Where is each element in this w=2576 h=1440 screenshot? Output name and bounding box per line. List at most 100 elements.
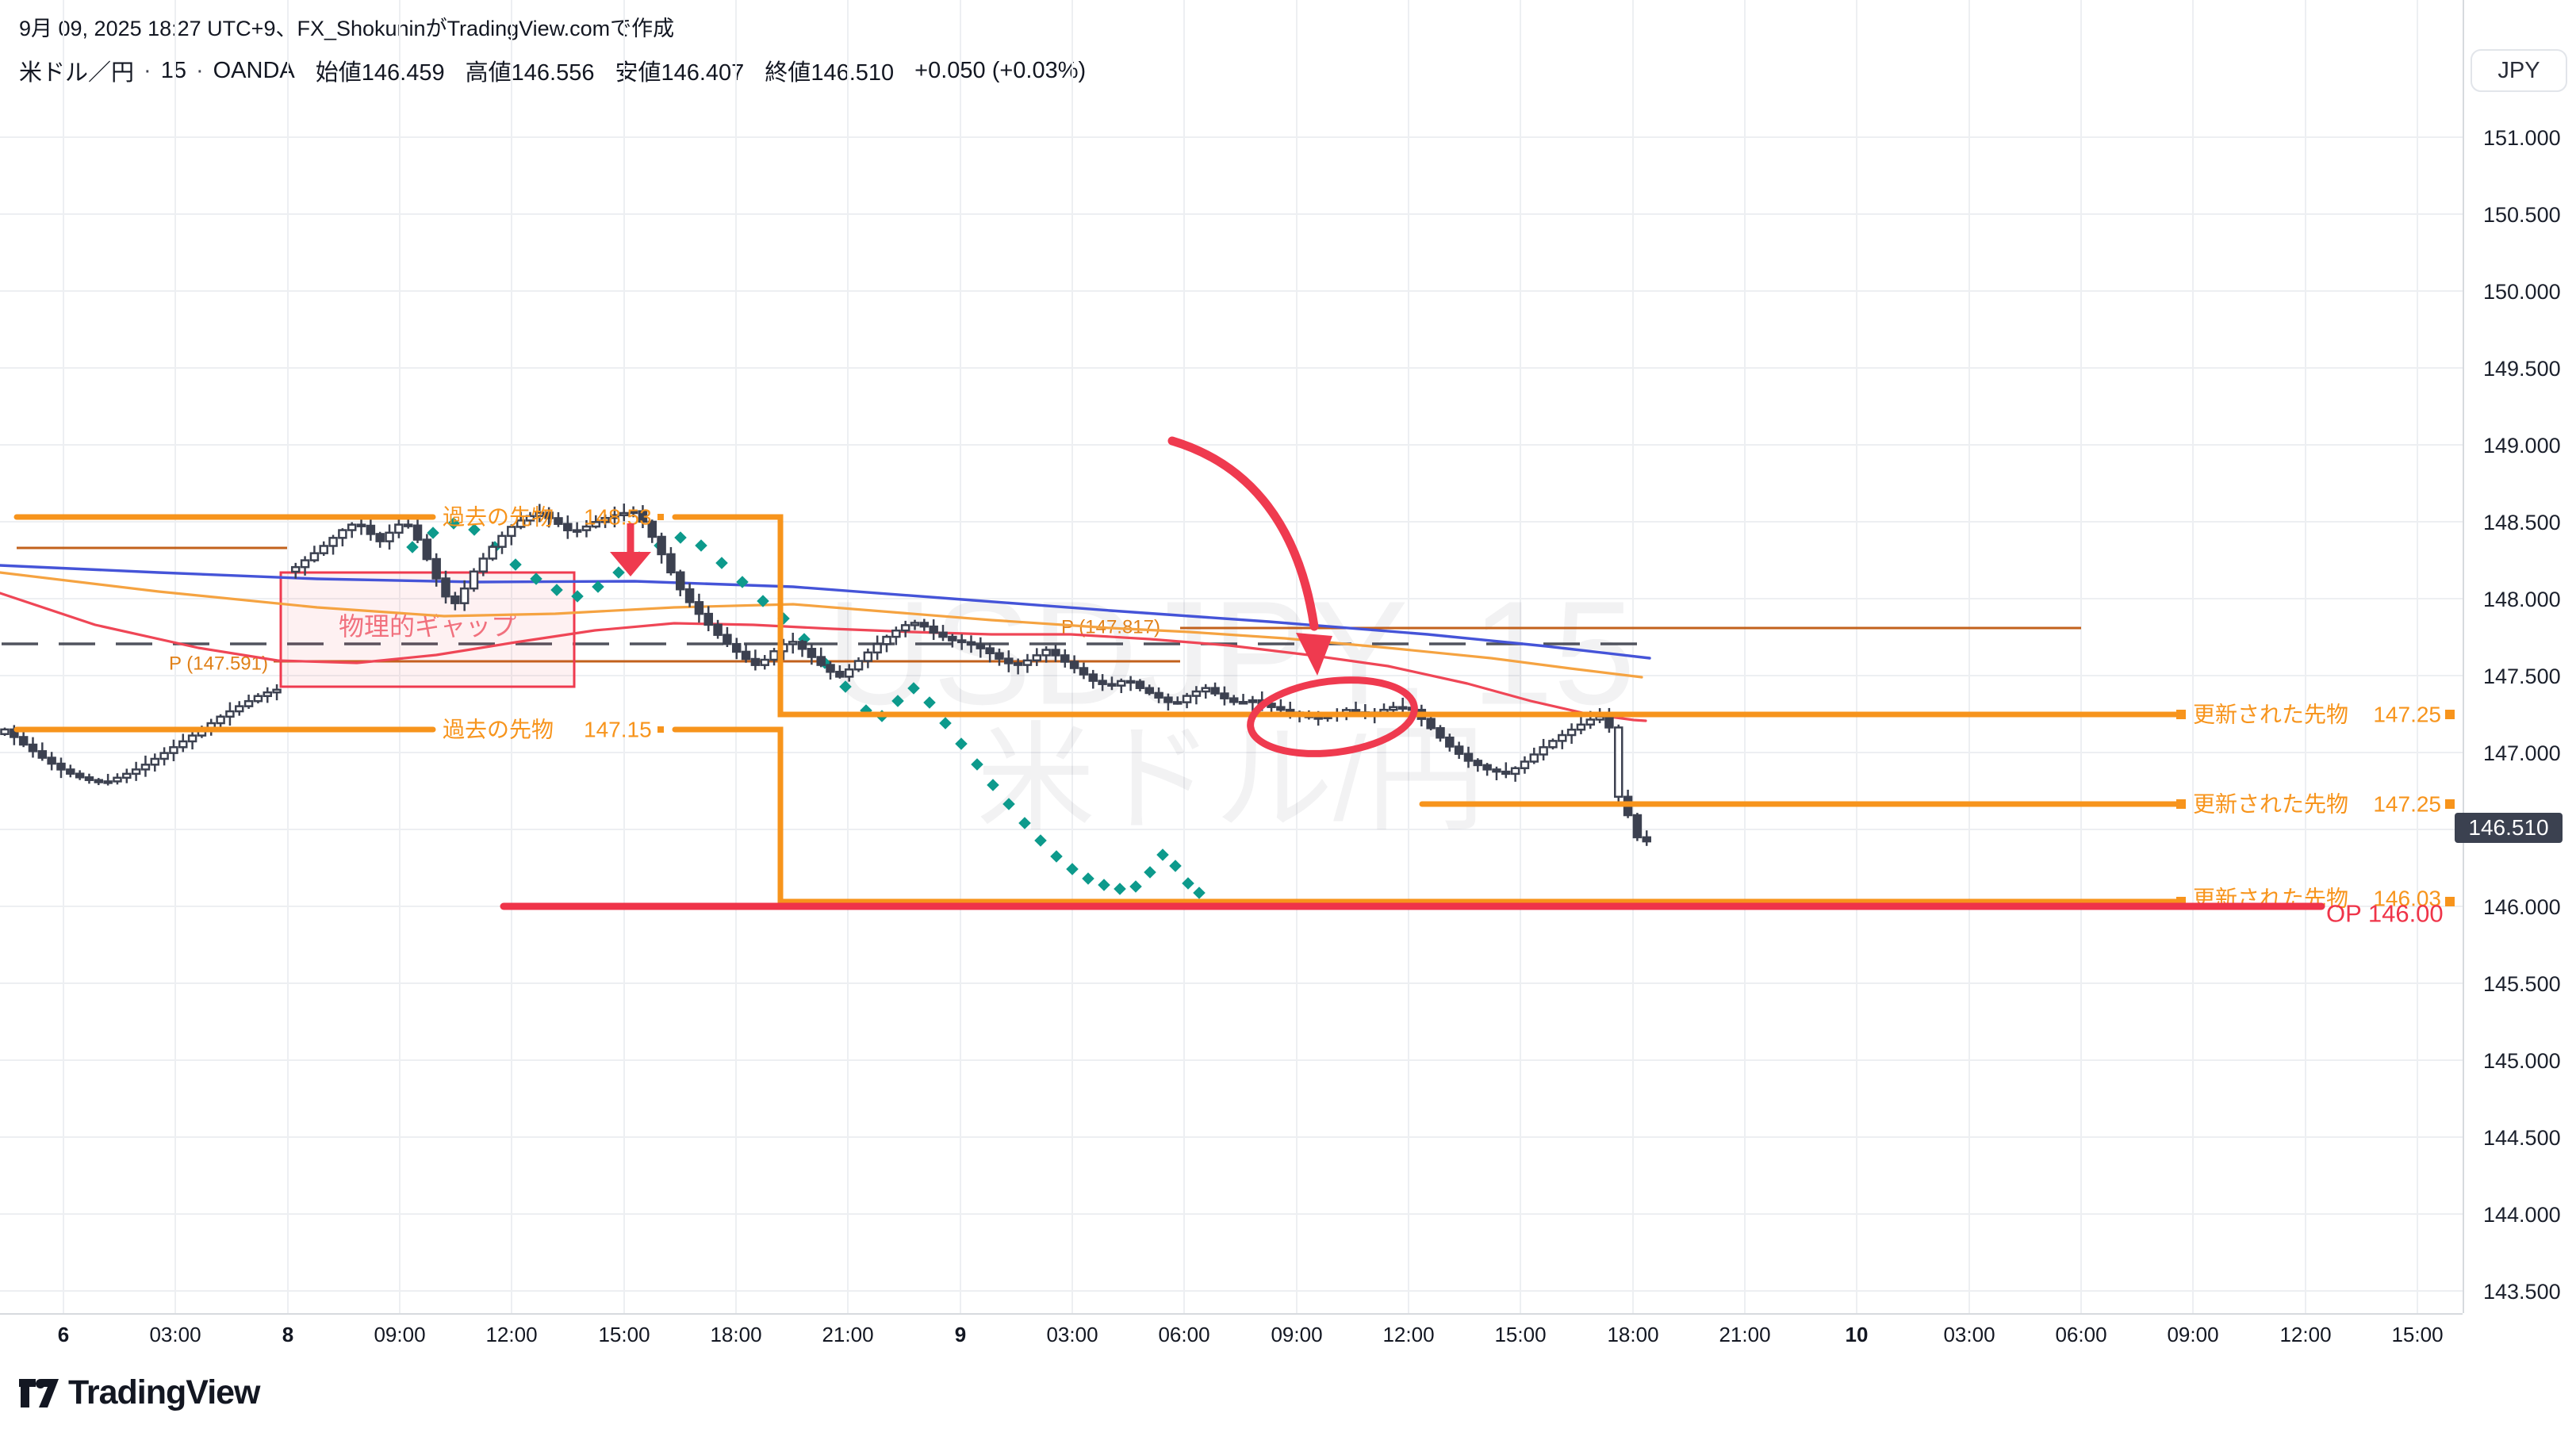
candle-body: [309, 552, 320, 561]
futures-line-14715-14603[interactable]: [672, 726, 2179, 905]
time-axis-day-label: 8: [282, 1323, 294, 1346]
currency-toggle-button[interactable]: JPY: [2471, 49, 2567, 92]
candle-body: [263, 691, 272, 698]
price-axis[interactable]: JPY 151.000 150.500 150.000 149.500 149.000 1…: [2455, 0, 2576, 1313]
candle-body: [1154, 691, 1163, 699]
candle-body: [976, 643, 986, 649]
futures-line-14853-14725-label: 過去の先物: [443, 505, 554, 530]
candle-body: [1397, 706, 1408, 710]
candle-body: [788, 641, 798, 645]
candle-body: [1445, 736, 1455, 748]
dotted-indicator-point: [1098, 879, 1110, 891]
red-arrow-big-head: [1296, 633, 1332, 676]
price-axis-label: 148.000: [2483, 588, 2561, 611]
dotted-indicator-point: [1182, 877, 1194, 890]
price-axis-label: 143.500: [2483, 1280, 2561, 1304]
candle-body: [122, 772, 132, 779]
candle-body: [919, 622, 930, 628]
candle-body: [1088, 673, 1098, 682]
price-axis-label: 147.500: [2483, 664, 2561, 688]
candle-body: [1079, 667, 1089, 676]
gap-box-label: 物理的ギャップ: [339, 612, 516, 641]
dotted-indicator-point: [406, 541, 419, 553]
price-axis-label: 148.500: [2483, 511, 2561, 534]
futures-line-14853-14725[interactable]: [672, 514, 2179, 718]
candle-body: [769, 650, 779, 661]
candle-body: [619, 511, 629, 517]
candle-body: [56, 762, 66, 771]
candle-body: [544, 511, 554, 519]
time-axis-label: 12:00: [485, 1323, 538, 1346]
dotted-indicator-point: [1066, 863, 1079, 875]
candle-body: [1539, 746, 1548, 756]
dotted-indicator-point: [592, 580, 604, 593]
candle-body: [572, 529, 582, 533]
candle-body: [1125, 680, 1136, 684]
red-arrow-big[interactable]: [1167, 436, 1319, 631]
dotted-indicator-point: [955, 737, 968, 750]
candle-body: [225, 710, 235, 718]
candle-body: [750, 657, 761, 666]
candle-body: [723, 634, 732, 645]
candle-body: [1520, 760, 1530, 769]
candle-body: [1389, 706, 1398, 711]
red-ellipse-annotation[interactable]: [1246, 672, 1418, 763]
candle-body: [985, 647, 995, 655]
candle-body: [103, 780, 113, 784]
candle-body: [507, 526, 516, 538]
price-axis-label: 145.500: [2483, 972, 2561, 996]
candle-body: [1004, 657, 1014, 664]
time-axis-label: 03:00: [149, 1323, 201, 1346]
candle-body: [1248, 699, 1258, 703]
candle-body: [1051, 649, 1060, 657]
dotted-indicator-point: [571, 590, 584, 603]
time-axis-label: 15:00: [2391, 1323, 2444, 1346]
time-axis-day-label: 9: [954, 1323, 967, 1346]
candle-body: [47, 756, 56, 765]
time-axis-day-label: 10: [1845, 1323, 1869, 1346]
gap-highlight-box[interactable]: [279, 571, 576, 688]
candle-body: [150, 757, 160, 766]
candle-body: [1548, 740, 1558, 749]
candle-body: [338, 529, 347, 539]
time-axis-label: 09:00: [374, 1323, 426, 1346]
ma-red: [0, 592, 1647, 722]
candle-body: [1642, 836, 1651, 843]
candle-body: [441, 577, 450, 598]
futures-line-mid-14725-label: 更新された先物: [2193, 792, 2348, 817]
candle-body: [235, 705, 244, 713]
candle-body: [938, 631, 948, 638]
futures-line-14853-14725-label: 147.25: [2373, 703, 2441, 727]
candle-body: [600, 516, 610, 523]
candle-body: [66, 768, 75, 775]
candle-body: [469, 570, 479, 590]
candle-body: [300, 559, 310, 569]
time-axis-label: 09:00: [2167, 1323, 2219, 1346]
candle-body: [666, 553, 676, 574]
candle-body: [37, 750, 48, 759]
candle-body: [1098, 680, 1107, 685]
tradingview-branding[interactable]: TradingView: [19, 1373, 260, 1412]
dotted-indicator-point: [530, 573, 542, 585]
price-axis-label: 150.500: [2483, 203, 2561, 227]
candle-body: [385, 531, 394, 542]
candle-body: [431, 557, 441, 580]
candle-body: [497, 534, 507, 548]
candle-body: [84, 776, 94, 781]
time-axis[interactable]: 6 03:00 8 09:00 12:00 15:00 18:00 21:00 9 03:00 06…: [0, 1313, 2463, 1365]
dotted-indicator-point: [1156, 848, 1169, 861]
candle-body: [253, 695, 263, 703]
candle-body: [657, 535, 666, 556]
candle-body: [187, 734, 197, 743]
dotted-indicator-point: [907, 682, 920, 695]
candle-body: [1313, 716, 1323, 720]
interval-value: 15: [160, 57, 186, 83]
dotted-indicator-point: [468, 523, 481, 536]
candle-body: [872, 643, 882, 654]
candle-body: [1107, 683, 1117, 687]
candle-body: [1426, 718, 1436, 730]
dotted-indicator-point: [427, 527, 439, 539]
candle-body: [1463, 753, 1474, 762]
candle-body: [853, 660, 864, 671]
